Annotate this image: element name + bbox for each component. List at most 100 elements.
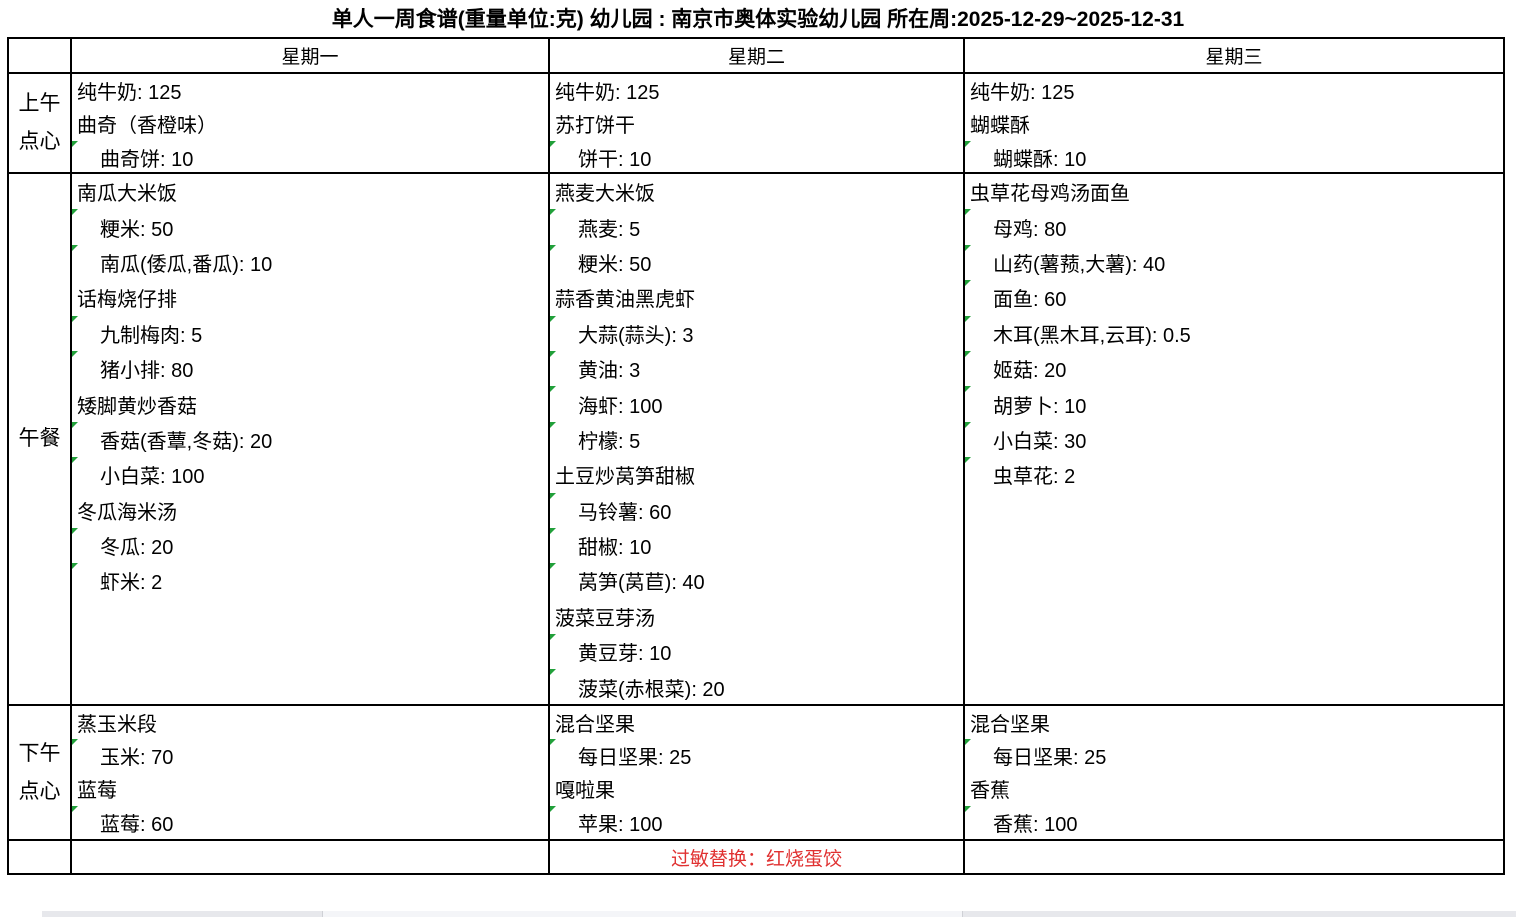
dish-line[interactable]: 混合坚果 bbox=[550, 706, 963, 739]
cell-text: 粳米: 50 bbox=[100, 218, 174, 241]
scrollbar-thumb[interactable] bbox=[322, 911, 963, 917]
dish-line[interactable]: 曲奇（香橙味） bbox=[72, 107, 548, 140]
cell-text: 姬菇: 20 bbox=[993, 360, 1067, 383]
ingredient-line[interactable]: 曲奇饼: 10 bbox=[72, 140, 548, 172]
dish-line[interactable]: 土豆炒莴笋甜椒 bbox=[550, 457, 963, 492]
ingredient-line[interactable]: 马铃薯: 60 bbox=[550, 492, 963, 528]
ingredient-line[interactable]: 玉米: 70 bbox=[72, 739, 548, 772]
dish-line[interactable]: 冬瓜海米汤 bbox=[72, 493, 548, 528]
comment-indicator-icon bbox=[72, 739, 78, 746]
cell-text: 每日坚果: 25 bbox=[578, 747, 692, 770]
cell-text: 燕麦大米饭 bbox=[555, 183, 655, 206]
cell-text: 黄豆芽: 10 bbox=[578, 643, 672, 666]
cell-text: 虫草花母鸡汤面鱼 bbox=[970, 183, 1130, 206]
ingredient-line[interactable]: 莴笋(莴苣): 40 bbox=[550, 563, 963, 598]
dish-line[interactable]: 话梅烧仔排 bbox=[72, 280, 548, 315]
cell-text: 苏打饼干 bbox=[555, 115, 635, 138]
row-label-morning-snack[interactable]: 上午 点心 bbox=[9, 74, 70, 172]
ingredient-line[interactable]: 黄油: 3 bbox=[550, 350, 963, 386]
day-header-0[interactable]: 星期一 bbox=[72, 39, 548, 72]
row-label-lunch[interactable]: 午餐 bbox=[9, 174, 70, 704]
note-row-day2[interactable] bbox=[965, 841, 1503, 873]
dish-line[interactable]: 嘎啦果 bbox=[550, 772, 963, 805]
dish-line[interactable]: 香蕉 bbox=[965, 772, 1503, 805]
ingredient-line[interactable]: 山药(薯蓣,大薯): 40 bbox=[965, 244, 1503, 280]
cell-text: 南瓜大米饭 bbox=[77, 183, 177, 206]
dish-line[interactable]: 混合坚果 bbox=[965, 706, 1503, 739]
ingredient-line[interactable]: 燕麦: 5 bbox=[550, 209, 963, 244]
comment-indicator-icon bbox=[72, 805, 78, 812]
note-row-day0[interactable] bbox=[72, 841, 548, 873]
comment-indicator-icon bbox=[965, 739, 971, 746]
comment-indicator-icon bbox=[965, 457, 971, 464]
menu-cell-lunch-day1: 燕麦大米饭燕麦: 5 粳米: 50 蒜香黄油黑虎虾大蒜(蒜头): 3 黄油: 3 海虾:… bbox=[550, 174, 963, 704]
ingredient-line[interactable]: 蓝莓: 60 bbox=[72, 805, 548, 839]
cell-text: 大蒜(蒜头): 3 bbox=[578, 324, 694, 347]
note-row-day1[interactable]: 过敏替换：红烧蛋饺 bbox=[550, 841, 963, 873]
dish-line[interactable]: 虫草花母鸡汤面鱼 bbox=[965, 174, 1503, 209]
ingredient-line[interactable]: 每日坚果: 25 bbox=[965, 739, 1503, 772]
ingredient-line[interactable]: 菠菜(赤根菜): 20 bbox=[550, 669, 963, 704]
ingredient-line[interactable]: 蝴蝶酥: 10 bbox=[965, 140, 1503, 172]
ingredient-line[interactable]: 猪小排: 80 bbox=[72, 350, 548, 386]
cell-text: 嘎啦果 bbox=[555, 780, 615, 803]
dish-line[interactable]: 矮脚黄炒香菇 bbox=[72, 386, 548, 421]
day-header-2[interactable]: 星期三 bbox=[965, 39, 1503, 72]
dish-line[interactable]: 蓝莓 bbox=[72, 772, 548, 805]
dish-line[interactable]: 苏打饼干 bbox=[550, 107, 963, 140]
ingredient-line[interactable]: 黄豆芽: 10 bbox=[550, 634, 963, 669]
row-label-afternoon-snack[interactable]: 下午 点心 bbox=[9, 706, 70, 839]
ingredient-line[interactable]: 海虾: 100 bbox=[550, 386, 963, 421]
dish-line[interactable]: 蝴蝶酥 bbox=[965, 107, 1503, 140]
ingredient-line[interactable]: 小白菜: 30 bbox=[965, 421, 1503, 457]
ingredient-line[interactable]: 香蕉: 100 bbox=[965, 805, 1503, 839]
corner-cell[interactable] bbox=[9, 39, 70, 72]
cell-text: 话梅烧仔排 bbox=[77, 289, 177, 312]
comment-indicator-icon bbox=[72, 350, 78, 357]
ingredient-line[interactable]: 苹果: 100 bbox=[550, 805, 963, 839]
cell-text: 曲奇饼: 10 bbox=[100, 148, 194, 171]
ingredient-line[interactable]: 虾米: 2 bbox=[72, 563, 548, 598]
ingredient-line[interactable]: 木耳(黑木耳,云耳): 0.5 bbox=[965, 315, 1503, 351]
ingredient-line[interactable]: 粳米: 50 bbox=[72, 209, 548, 244]
comment-indicator-icon bbox=[72, 421, 78, 428]
dish-line[interactable]: 燕麦大米饭 bbox=[550, 174, 963, 209]
comment-indicator-icon bbox=[72, 315, 78, 322]
row-label-line: 点心 bbox=[18, 779, 61, 803]
menu-table: 星期一 星期二 星期三 上午 点心 纯牛奶: 125 曲奇（香橙味） 曲奇饼: 10 纯牛奶: … bbox=[7, 37, 1505, 875]
dish-line[interactable]: 南瓜大米饭 bbox=[72, 174, 548, 209]
ingredient-line[interactable]: 粳米: 50 bbox=[550, 244, 963, 280]
cell-text: 蝴蝶酥: 10 bbox=[993, 148, 1087, 171]
ingredient-line[interactable]: 南瓜(倭瓜,番瓜): 10 bbox=[72, 244, 548, 280]
ingredient-line[interactable]: 冬瓜: 20 bbox=[72, 527, 548, 563]
note-row-label[interactable] bbox=[9, 841, 70, 873]
ingredient-line[interactable]: 小白菜: 100 bbox=[72, 457, 548, 492]
cell-text: 矮脚黄炒香菇 bbox=[77, 395, 197, 418]
dish-line[interactable]: 纯牛奶: 125 bbox=[965, 74, 1503, 107]
ingredient-line[interactable]: 虫草花: 2 bbox=[965, 457, 1503, 492]
dish-line[interactable]: 蒸玉米段 bbox=[72, 706, 548, 739]
day-header-1[interactable]: 星期二 bbox=[550, 39, 963, 72]
cell-text: 黄油: 3 bbox=[578, 360, 641, 383]
ingredient-line[interactable]: 香菇(香蕈,冬菇): 20 bbox=[72, 421, 548, 457]
dish-line[interactable]: 纯牛奶: 125 bbox=[550, 74, 963, 107]
horizontal-scrollbar[interactable] bbox=[42, 911, 1516, 917]
ingredient-line[interactable]: 姬菇: 20 bbox=[965, 350, 1503, 386]
comment-indicator-icon bbox=[965, 315, 971, 322]
comment-indicator-icon bbox=[965, 140, 971, 147]
ingredient-line[interactable]: 柠檬: 5 bbox=[550, 421, 963, 457]
ingredient-line[interactable]: 每日坚果: 25 bbox=[550, 739, 963, 772]
ingredient-line[interactable]: 饼干: 10 bbox=[550, 140, 963, 172]
dish-line[interactable]: 蒜香黄油黑虎虾 bbox=[550, 280, 963, 315]
comment-indicator-icon bbox=[550, 669, 556, 676]
dish-line[interactable]: 菠菜豆芽汤 bbox=[550, 599, 963, 634]
ingredient-line[interactable]: 大蒜(蒜头): 3 bbox=[550, 315, 963, 351]
dish-line[interactable]: 纯牛奶: 125 bbox=[72, 74, 548, 107]
ingredient-line[interactable]: 面鱼: 60 bbox=[965, 280, 1503, 315]
ingredient-line[interactable]: 胡萝卜: 10 bbox=[965, 386, 1503, 421]
ingredient-line[interactable]: 甜椒: 10 bbox=[550, 527, 963, 563]
ingredient-line[interactable]: 九制梅肉: 5 bbox=[72, 315, 548, 351]
comment-indicator-icon bbox=[550, 527, 556, 534]
ingredient-line[interactable]: 母鸡: 80 bbox=[965, 209, 1503, 244]
cell-text: 苹果: 100 bbox=[578, 813, 663, 836]
